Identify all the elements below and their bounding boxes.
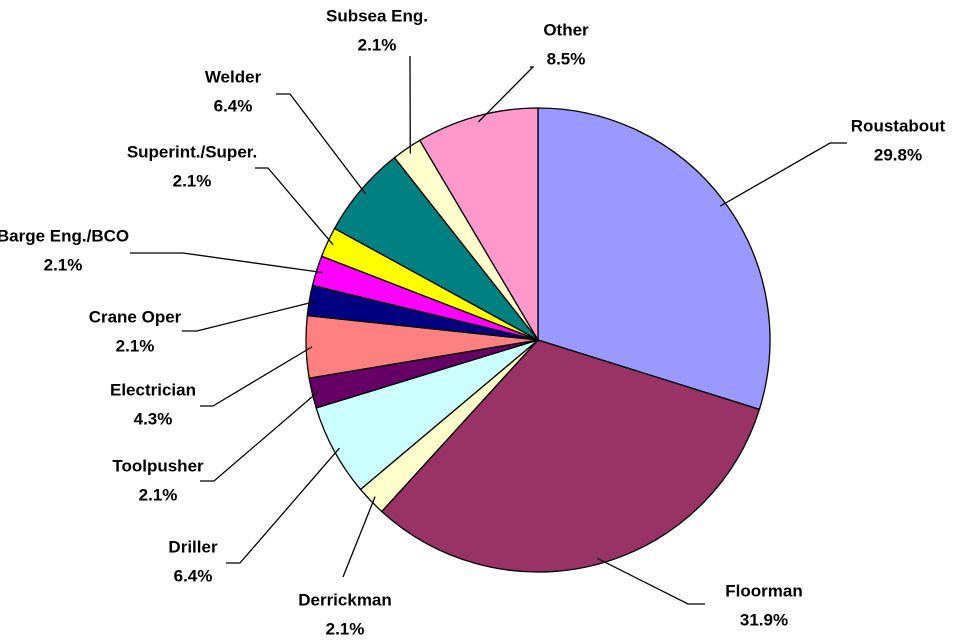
leader-line <box>200 391 319 482</box>
slice-value-label: 4.3% <box>134 409 173 428</box>
slice-value-label: 6.4% <box>174 566 213 585</box>
leader-line <box>719 142 847 207</box>
slice-label: Other <box>543 20 589 39</box>
slice-label: Roustabout <box>851 116 946 135</box>
slice-value-label: 2.1% <box>358 35 397 54</box>
slice-value-label: 2.1% <box>326 619 365 638</box>
slice-value-label: 6.4% <box>214 96 253 115</box>
leader-line <box>130 252 323 274</box>
pie-slice <box>380 339 761 573</box>
slice-label: Crane Oper <box>89 307 182 326</box>
leader-line <box>276 93 367 195</box>
slice-label: Driller <box>168 537 218 556</box>
slice-label: Floorman <box>725 581 802 600</box>
slice-value-label: 2.1% <box>139 485 178 504</box>
slice-label: Derrickman <box>298 590 392 609</box>
slice-label: Welder <box>205 67 262 86</box>
slice-value-label: 2.1% <box>116 336 155 355</box>
slice-value-label: 2.1% <box>173 171 212 190</box>
leader-line <box>226 447 340 564</box>
leader-line <box>255 167 334 246</box>
pie-slice <box>537 107 771 411</box>
slice-label: Toolpusher <box>112 456 204 475</box>
slice-value-label: 8.5% <box>547 49 586 68</box>
slice-value-label: 29.8% <box>874 145 922 164</box>
slice-value-label: 2.1% <box>44 255 83 274</box>
leader-line <box>477 66 535 123</box>
leader-line <box>182 300 316 332</box>
slice-label: Superint./Super. <box>127 142 257 161</box>
slice-label: Subsea Eng. <box>326 6 428 25</box>
leader-line <box>200 346 313 407</box>
slice-label: Barge Eng./BCO <box>0 226 129 245</box>
pie-slice <box>418 107 539 343</box>
leader-line <box>342 496 376 578</box>
leader-line <box>596 557 705 605</box>
slice-label: Electrician <box>110 380 196 399</box>
slice-value-label: 31.9% <box>740 610 788 629</box>
